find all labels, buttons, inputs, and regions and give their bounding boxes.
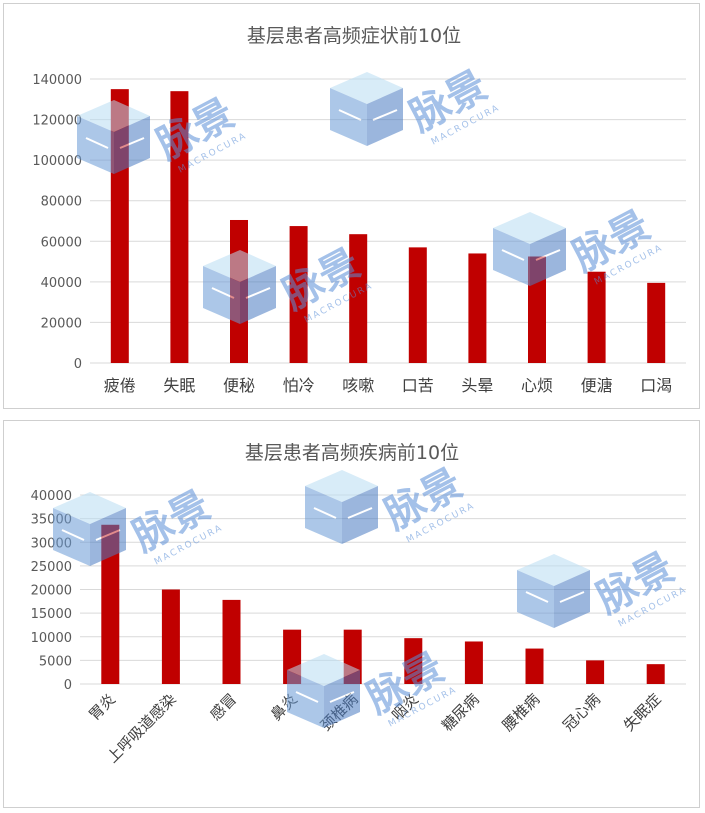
x-tick-label: 鼻炎 <box>267 690 301 724</box>
y-tick-label: 5000 <box>39 654 72 669</box>
x-tick-label: 失眠 <box>163 376 195 395</box>
bar <box>404 638 423 684</box>
bar <box>586 660 605 684</box>
y-tick-label: 10000 <box>31 631 72 646</box>
bar <box>110 89 129 364</box>
y-tick-label: 40000 <box>41 276 82 291</box>
y-tick-label: 35000 <box>31 513 72 528</box>
x-tick-label: 咳嗽 <box>342 376 374 395</box>
y-tick-label: 20000 <box>41 316 82 331</box>
bar <box>528 256 546 363</box>
x-tick-label: 口渴 <box>640 376 672 395</box>
chart-panel-symptoms: 基层患者高频症状前10位 0 20000 40000 60000 80000 100000 1… <box>3 3 700 409</box>
bar <box>587 271 606 363</box>
y-tick-label: 0 <box>64 678 72 693</box>
x-tick-label: 胃炎 <box>85 690 119 724</box>
bar <box>646 664 665 684</box>
x-tick-label: 颈椎病 <box>317 690 362 735</box>
y-tick-label: 0 <box>74 357 82 372</box>
diseases-chart: 基层患者高频疾病前10位 0 5000 10000 15000 20000 25000 300… <box>31 442 686 766</box>
y-tick-label: 20000 <box>31 584 72 599</box>
y-tick-label: 25000 <box>31 560 72 575</box>
bar <box>408 247 427 363</box>
bar <box>230 219 248 363</box>
bar <box>170 91 189 364</box>
chart-title: 基层患者高频症状前10位 <box>247 25 461 47</box>
y-tick-label: 60000 <box>41 235 82 250</box>
bar <box>289 226 308 363</box>
y-tick-label: 30000 <box>31 536 72 551</box>
y-tick-label: 140000 <box>32 73 82 88</box>
y-tick-label: 40000 <box>31 489 72 504</box>
x-tick-label: 便秘 <box>223 376 255 395</box>
y-tick-label: 15000 <box>31 607 72 622</box>
bar <box>468 253 487 363</box>
chart-title: 基层患者高频疾病前10位 <box>245 442 459 464</box>
bar <box>101 524 120 684</box>
x-tick-label: 怕冷 <box>283 376 315 395</box>
x-tick-label: 糖尿病 <box>438 690 483 735</box>
bar <box>647 282 666 363</box>
x-tick-label: 心烦 <box>521 376 553 395</box>
bar <box>343 629 362 684</box>
x-tick-label: 失眠症 <box>620 690 665 735</box>
bar <box>349 234 368 363</box>
x-tick-label: 头晕 <box>461 376 493 395</box>
x-tick-label: 疲倦 <box>104 376 136 395</box>
x-tick-label: 口苦 <box>402 376 434 395</box>
x-tick-label: 感冒 <box>206 690 240 724</box>
x-tick-label: 腰椎病 <box>499 690 544 735</box>
symptoms-chart: 基层患者高频症状前10位 0 20000 40000 60000 80000 100000 1… <box>32 25 686 395</box>
bar <box>222 599 241 684</box>
bar <box>464 641 483 684</box>
y-tick-label: 100000 <box>32 154 82 169</box>
x-tick-label: 冠心病 <box>559 690 604 735</box>
y-tick-label: 80000 <box>41 195 82 210</box>
x-tick-label: 咽炎 <box>388 690 422 724</box>
x-tick-label: 便溏 <box>581 376 613 395</box>
bar <box>161 589 180 684</box>
bar <box>525 648 544 684</box>
y-tick-label: 120000 <box>32 114 82 129</box>
bar <box>283 629 302 684</box>
chart-panel-diseases: 基层患者高频疾病前10位 0 5000 10000 15000 20000 25000 300… <box>3 420 700 808</box>
